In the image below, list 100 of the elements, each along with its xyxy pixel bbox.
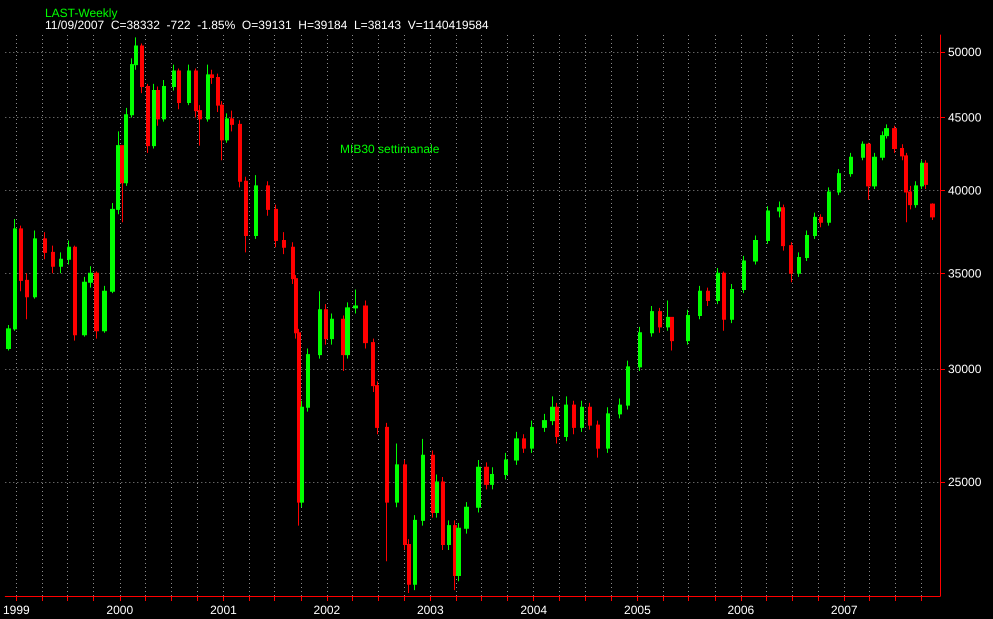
candlestick <box>274 204 278 248</box>
candlestick <box>920 160 924 190</box>
y-tick-label: 35000 <box>948 266 982 280</box>
candlestick <box>254 174 258 240</box>
candlestick <box>140 43 144 94</box>
candlestick <box>522 434 526 454</box>
candlestick <box>813 212 817 240</box>
x-tick-label: 2005 <box>624 603 652 617</box>
candlestick <box>172 64 176 91</box>
candlestick <box>238 120 242 188</box>
candlestick <box>345 302 350 360</box>
candlestick <box>789 242 793 283</box>
candlestick <box>606 406 610 454</box>
candlestick <box>588 402 592 430</box>
y-tick-label: 25000 <box>948 474 982 489</box>
candlestick <box>51 245 55 274</box>
candlestick <box>837 168 841 196</box>
candlestick <box>504 452 508 480</box>
candlestick <box>805 230 809 262</box>
candlestick <box>19 225 23 292</box>
candlestick <box>244 176 248 253</box>
candlestick <box>282 232 286 255</box>
candlestick <box>324 304 328 346</box>
candlestick <box>930 202 935 220</box>
candlestick <box>914 180 918 208</box>
candlestick <box>572 400 576 435</box>
candlestick <box>849 152 853 178</box>
candlestick <box>306 348 310 412</box>
candlestick <box>666 300 670 332</box>
candlestick <box>94 271 99 340</box>
candlestick <box>797 252 801 278</box>
candlestick <box>187 64 191 106</box>
candlestick <box>152 83 156 150</box>
candlestick <box>827 186 831 226</box>
chart-title: LAST-Weekly <box>45 6 118 20</box>
candlestick <box>146 83 150 154</box>
candlestick <box>210 69 214 84</box>
candlestick <box>102 285 107 334</box>
candlestick <box>25 272 29 320</box>
candlestick <box>686 309 690 346</box>
candlestick <box>124 107 128 186</box>
x-tick-label: 2003 <box>416 603 444 617</box>
x-tick-label: 2002 <box>314 603 341 617</box>
candlestick <box>766 206 770 244</box>
candlestick <box>596 420 600 458</box>
candlestick <box>872 152 877 190</box>
candlestick <box>819 214 823 228</box>
y-tick-label: 40000 <box>948 183 982 198</box>
candlestick <box>385 422 389 562</box>
chart-subtitle: 11/09/2007 C=38332 -722 -1.85% O=39131 H=39184 L=38143 V=1140419584 <box>45 18 489 32</box>
candlestick <box>638 326 642 372</box>
candlestick <box>722 271 726 332</box>
candlestick <box>580 400 584 432</box>
y-tick-label: 45000 <box>948 110 982 124</box>
candlestick <box>162 80 166 122</box>
candlestick <box>431 450 435 518</box>
x-tick-label: 2004 <box>520 603 548 617</box>
candlestick <box>650 306 654 338</box>
y-tick-label: 50000 <box>948 45 982 60</box>
candlestick <box>230 110 234 132</box>
candlestick <box>698 285 702 320</box>
candlestick <box>421 438 425 526</box>
y-tick-label: 30000 <box>948 362 982 376</box>
candlestick <box>363 300 368 350</box>
candlestick <box>156 86 160 126</box>
candlestick <box>13 218 17 332</box>
candlestick <box>435 474 439 518</box>
candlestick <box>866 142 871 200</box>
candlestick <box>225 112 229 144</box>
candlestick <box>464 502 469 534</box>
candlestick <box>441 476 445 551</box>
candlestick <box>542 413 547 432</box>
candlestick <box>716 268 720 305</box>
candlestick <box>33 230 37 300</box>
x-tick-label: 2000 <box>106 603 134 617</box>
candlestick <box>266 180 270 216</box>
candlestick <box>530 420 534 454</box>
x-tick-label: 2001 <box>210 603 238 617</box>
candlestick <box>753 235 758 266</box>
candlestick <box>395 442 399 508</box>
candlestick <box>484 462 489 490</box>
candlestick <box>300 400 304 508</box>
candlestick <box>730 284 734 324</box>
candlestick <box>670 316 674 352</box>
candlestick <box>6 324 11 352</box>
candlestick <box>490 466 494 490</box>
candlestick <box>706 287 710 307</box>
candlestick <box>59 252 63 274</box>
candlestick <box>892 125 897 154</box>
candlestick <box>43 232 47 260</box>
candlestick <box>618 398 622 419</box>
candlestick <box>555 402 559 444</box>
candlestick <box>742 255 746 294</box>
x-tick-label: 1999 <box>2 603 30 617</box>
candlestick <box>413 514 417 591</box>
candlestick <box>781 204 785 252</box>
candlestick <box>564 396 568 442</box>
candlestick <box>120 145 124 223</box>
candlestick <box>318 290 322 360</box>
candlestick <box>861 140 865 161</box>
